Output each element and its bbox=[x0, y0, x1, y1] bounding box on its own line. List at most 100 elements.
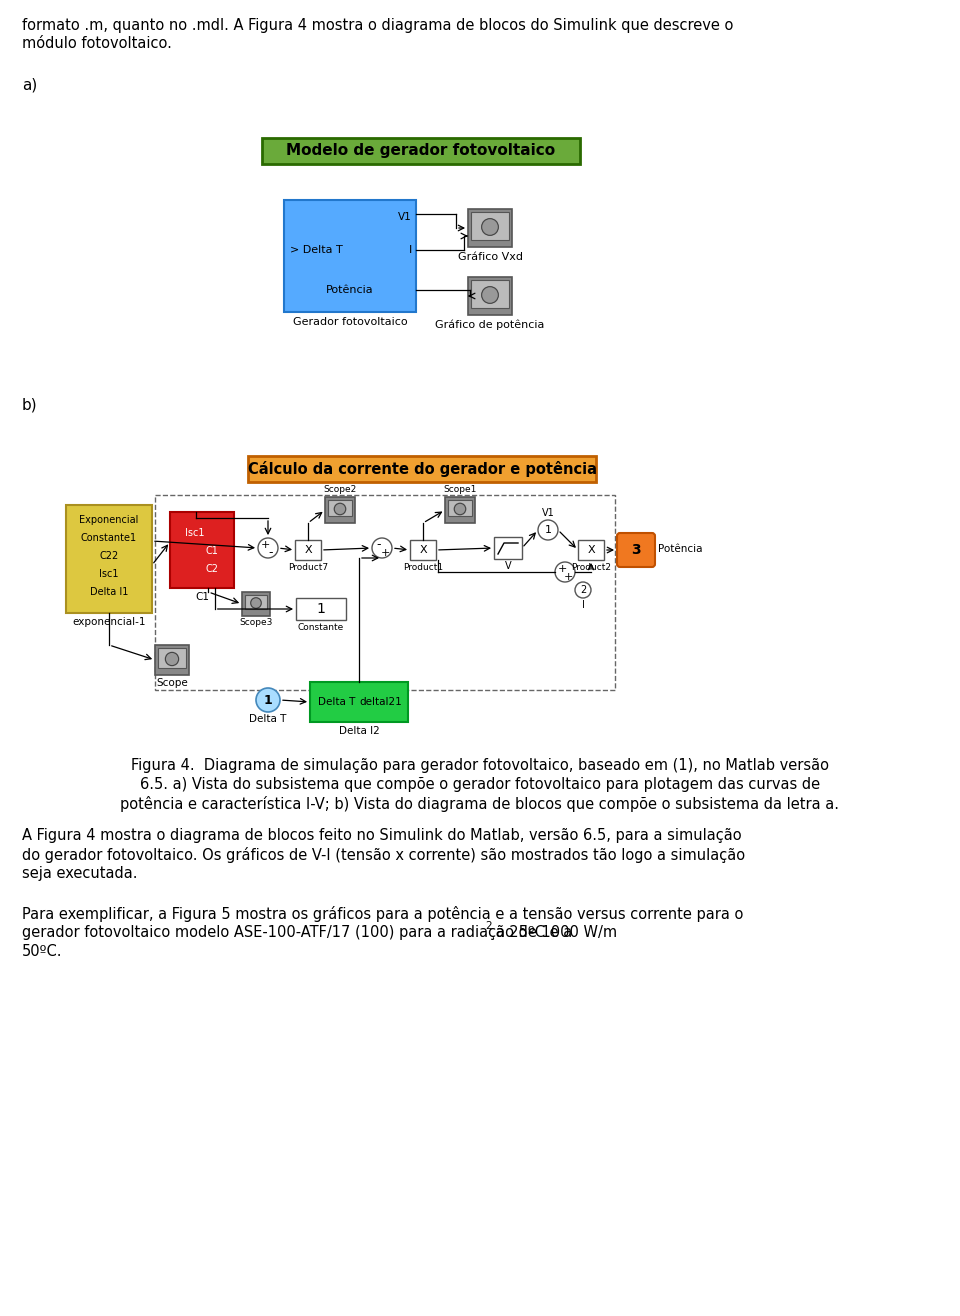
FancyBboxPatch shape bbox=[445, 497, 475, 522]
Text: exponencial-1: exponencial-1 bbox=[72, 617, 146, 626]
Text: Exponencial: Exponencial bbox=[80, 515, 138, 525]
FancyBboxPatch shape bbox=[296, 597, 346, 620]
Text: Constante1: Constante1 bbox=[81, 533, 137, 544]
FancyBboxPatch shape bbox=[471, 280, 509, 308]
Text: V1: V1 bbox=[541, 508, 554, 519]
Circle shape bbox=[251, 597, 261, 608]
Circle shape bbox=[372, 538, 392, 558]
Text: Potência: Potência bbox=[658, 544, 703, 554]
FancyBboxPatch shape bbox=[155, 645, 189, 675]
FancyBboxPatch shape bbox=[310, 682, 408, 722]
FancyBboxPatch shape bbox=[284, 200, 416, 312]
FancyBboxPatch shape bbox=[295, 540, 321, 561]
Text: Gráfico Vxd: Gráfico Vxd bbox=[458, 251, 522, 262]
Text: I: I bbox=[409, 245, 412, 255]
FancyBboxPatch shape bbox=[66, 505, 152, 613]
Circle shape bbox=[258, 538, 278, 558]
Text: Modelo de gerador fotovoltaico: Modelo de gerador fotovoltaico bbox=[286, 143, 556, 158]
FancyBboxPatch shape bbox=[468, 276, 512, 315]
Text: a 25ºC e a: a 25ºC e a bbox=[491, 925, 572, 940]
Text: X: X bbox=[588, 545, 595, 555]
FancyBboxPatch shape bbox=[245, 595, 267, 609]
Text: +: + bbox=[558, 565, 566, 574]
FancyBboxPatch shape bbox=[158, 647, 186, 669]
Text: Delta T: Delta T bbox=[250, 715, 287, 724]
Text: Product1: Product1 bbox=[403, 563, 444, 572]
Text: Delta T: Delta T bbox=[318, 697, 355, 707]
FancyBboxPatch shape bbox=[170, 512, 234, 588]
Circle shape bbox=[575, 582, 591, 597]
Text: seja executada.: seja executada. bbox=[22, 866, 137, 880]
Text: módulo fotovoltaico.: módulo fotovoltaico. bbox=[22, 36, 172, 51]
Text: 6.5. a) Vista do subsistema que compõe o gerador fotovoltaico para plotagem das : 6.5. a) Vista do subsistema que compõe o… bbox=[140, 776, 820, 792]
Text: V1: V1 bbox=[398, 212, 412, 222]
Text: X: X bbox=[304, 545, 312, 555]
Text: X: X bbox=[420, 545, 427, 555]
Text: do gerador fotovoltaico. Os gráficos de V-I (tensão x corrente) são mostrados tã: do gerador fotovoltaico. Os gráficos de … bbox=[22, 848, 745, 863]
Text: Gráfico de potência: Gráfico de potência bbox=[435, 320, 544, 330]
Text: potência e característica I-V; b) Vista do diagrama de blocos que compõe o subsi: potência e característica I-V; b) Vista … bbox=[121, 796, 839, 812]
Text: 2: 2 bbox=[580, 586, 587, 595]
FancyBboxPatch shape bbox=[328, 500, 352, 516]
Text: Scope1: Scope1 bbox=[444, 486, 477, 494]
Text: Delta I2: Delta I2 bbox=[339, 726, 379, 736]
Text: C2: C2 bbox=[205, 565, 218, 574]
Text: Figura 4.  Diagrama de simulação para gerador fotovoltaico, baseado em (1), no M: Figura 4. Diagrama de simulação para ger… bbox=[131, 758, 829, 772]
FancyBboxPatch shape bbox=[468, 209, 512, 247]
Text: -: - bbox=[376, 538, 381, 551]
Text: -: - bbox=[269, 546, 274, 559]
Text: Para exemplificar, a Figura 5 mostra os gráficos para a potência e a tensão vers: Para exemplificar, a Figura 5 mostra os … bbox=[22, 905, 743, 923]
Text: +: + bbox=[564, 572, 573, 582]
Circle shape bbox=[482, 287, 498, 304]
Circle shape bbox=[555, 562, 575, 582]
Circle shape bbox=[454, 503, 466, 515]
Text: b): b) bbox=[22, 397, 37, 413]
Text: 1: 1 bbox=[264, 694, 273, 707]
Text: Delta I1: Delta I1 bbox=[90, 587, 129, 597]
FancyBboxPatch shape bbox=[617, 533, 655, 567]
Text: +: + bbox=[380, 547, 390, 558]
Circle shape bbox=[165, 653, 179, 666]
Text: Scope: Scope bbox=[156, 678, 188, 688]
Text: +: + bbox=[260, 540, 270, 550]
Circle shape bbox=[334, 503, 346, 515]
Text: Product7: Product7 bbox=[288, 563, 328, 572]
Circle shape bbox=[538, 520, 558, 540]
Text: a): a) bbox=[22, 78, 37, 93]
Text: deltaI21: deltaI21 bbox=[359, 697, 402, 707]
Text: V: V bbox=[505, 561, 512, 571]
Text: C1: C1 bbox=[195, 592, 209, 601]
FancyBboxPatch shape bbox=[410, 540, 436, 561]
FancyBboxPatch shape bbox=[578, 540, 604, 561]
Text: A Figura 4 mostra o diagrama de blocos feito no Simulink do Matlab, versão 6.5, : A Figura 4 mostra o diagrama de blocos f… bbox=[22, 828, 742, 844]
Text: Scope2: Scope2 bbox=[324, 486, 356, 494]
Text: C22: C22 bbox=[100, 551, 119, 561]
Text: Constante: Constante bbox=[298, 622, 344, 632]
FancyBboxPatch shape bbox=[325, 497, 355, 522]
FancyBboxPatch shape bbox=[471, 212, 509, 240]
FancyBboxPatch shape bbox=[242, 592, 270, 616]
Text: 3: 3 bbox=[631, 544, 641, 557]
Text: > Delta T: > Delta T bbox=[290, 245, 343, 255]
Text: C1: C1 bbox=[205, 546, 218, 555]
FancyBboxPatch shape bbox=[248, 457, 596, 482]
Text: 1: 1 bbox=[544, 525, 551, 536]
Text: Isc1: Isc1 bbox=[184, 528, 204, 538]
Circle shape bbox=[256, 688, 280, 712]
Circle shape bbox=[482, 218, 498, 236]
Text: 1: 1 bbox=[317, 601, 325, 616]
FancyBboxPatch shape bbox=[155, 495, 615, 690]
FancyBboxPatch shape bbox=[262, 138, 580, 164]
Text: Potência: Potência bbox=[326, 286, 373, 295]
Text: Gerador fotovoltaico: Gerador fotovoltaico bbox=[293, 317, 407, 326]
Text: Isc1: Isc1 bbox=[99, 569, 119, 579]
Text: Scope3: Scope3 bbox=[239, 619, 273, 626]
Text: 50ºC.: 50ºC. bbox=[22, 944, 62, 959]
Text: Product2: Product2 bbox=[571, 563, 611, 572]
FancyBboxPatch shape bbox=[448, 500, 472, 516]
Text: Cálculo da corrente do gerador e potência: Cálculo da corrente do gerador e potênci… bbox=[248, 461, 596, 476]
Text: formato .m, quanto no .mdl. A Figura 4 mostra o diagrama de blocos do Simulink q: formato .m, quanto no .mdl. A Figura 4 m… bbox=[22, 18, 733, 33]
FancyBboxPatch shape bbox=[494, 537, 522, 559]
Text: gerador fotovoltaico modelo ASE-100-ATF/17 (100) para a radiação de 1000 W/m: gerador fotovoltaico modelo ASE-100-ATF/… bbox=[22, 925, 617, 940]
Text: 2: 2 bbox=[485, 921, 492, 930]
